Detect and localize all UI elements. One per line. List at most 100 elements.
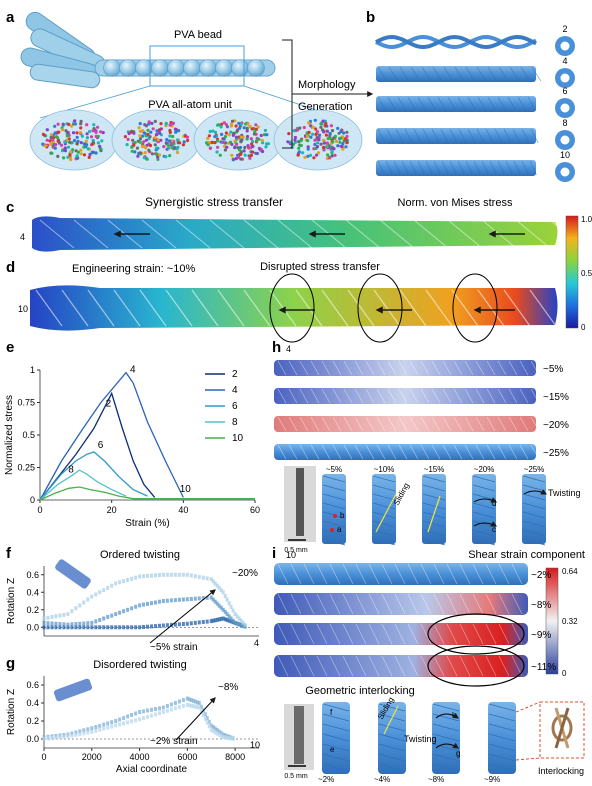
snapshot-strain-label: ~4% <box>374 775 390 784</box>
scatter-point <box>86 731 89 735</box>
y-tick-label: 0.4 <box>26 587 39 597</box>
y-tick-label: 0.0 <box>26 734 39 744</box>
scatter-point <box>170 573 173 577</box>
atom-unit <box>30 110 118 170</box>
scatter-point <box>70 734 73 738</box>
curve-label: 2 <box>106 398 112 409</box>
twisting-label: Twisting <box>548 488 581 498</box>
scatter-point <box>54 622 57 626</box>
scatter-point <box>98 724 101 728</box>
scatter-point <box>78 603 81 607</box>
scatter-point <box>130 625 133 629</box>
fiber-i-snapshots: 0.5 mm ~2% ~4% ~8% ~9%fehgSlidingTwistingInt… <box>284 696 584 784</box>
x-tick-label: 2000 <box>82 752 102 762</box>
point-label: b <box>340 511 345 520</box>
scatter-point <box>43 625 46 629</box>
scatter-point <box>47 737 50 741</box>
scatter-point <box>130 713 133 717</box>
scatter-point <box>134 576 137 580</box>
scatter-point <box>86 625 89 629</box>
x-tick-label: 40 <box>178 505 188 515</box>
fiber-count-label: 8 <box>562 118 567 128</box>
shear-tick-top: 0.64 <box>562 567 578 576</box>
pva-bead <box>104 60 121 77</box>
scatter-point <box>138 603 141 607</box>
scatter-point <box>66 612 69 616</box>
panel-d-title: Disrupted stress transfer <box>260 261 380 273</box>
scatter-point <box>154 624 157 628</box>
scatter-point <box>106 625 109 629</box>
scatter-point <box>102 625 105 629</box>
point-label: a <box>337 525 342 534</box>
micrograph-i <box>284 704 314 770</box>
scatter-point <box>170 598 173 602</box>
snapshot-strain-label: ~20% <box>474 465 495 474</box>
x-tick-label: 8000 <box>225 752 245 762</box>
scatter-point <box>106 586 109 590</box>
legend-label: 8 <box>232 417 238 428</box>
scatter-point <box>122 716 125 720</box>
snapshot-strain-label: ~8% <box>428 775 444 784</box>
disordered-twisting-chart: 0.00.20.40.60 2000 4000 6000 8000Axial coord… <box>6 676 260 775</box>
scatter-point <box>166 704 169 708</box>
scatter-point <box>106 726 109 730</box>
scatter-point <box>142 574 145 578</box>
scatter-point <box>138 717 141 721</box>
twisted-fiber-list: 246810 <box>376 24 575 182</box>
y-tick-label: 0.75 <box>17 398 35 408</box>
y-tick-label: 0.2 <box>26 716 39 726</box>
scatter-point <box>130 719 133 723</box>
panel-letter-d: d <box>6 259 15 276</box>
scatter-point <box>166 573 169 577</box>
upper-strain-note: ~20% <box>232 568 258 579</box>
curve-label: 10 <box>180 484 192 495</box>
scatter-point <box>178 622 181 626</box>
micrograph-h <box>284 466 316 542</box>
scatter-point <box>94 592 97 596</box>
scatter-point <box>182 698 185 702</box>
strain-label: ~9% <box>531 630 551 641</box>
shear-tick-bottom: 0 <box>562 669 567 678</box>
scatter-point <box>230 605 233 609</box>
scatter-point <box>142 716 145 720</box>
scatter-point <box>166 709 169 713</box>
x-axis-label: Axial coordinate <box>116 764 188 775</box>
series-line-4 <box>40 373 183 500</box>
panel-letter-g: g <box>6 655 15 672</box>
y-axis-label: Rotation Z <box>6 689 17 735</box>
scatter-point <box>58 614 61 618</box>
panel-f: f Ordered twisting 0.00.20.40.6Rotation … <box>6 545 259 653</box>
scatter-point <box>182 704 185 708</box>
scatter-point <box>154 707 157 711</box>
y-tick-label: 0.4 <box>26 698 39 708</box>
fiber-h-strips: ~5% ~15% ~20% ~25% <box>274 360 569 460</box>
scatter-point <box>70 622 73 626</box>
scatter-point <box>82 731 85 735</box>
scatter-point <box>102 588 105 592</box>
scatter-point <box>232 737 235 741</box>
scatter-point <box>102 727 105 731</box>
scatter-point <box>58 622 61 626</box>
scatter-point <box>90 726 93 730</box>
scatter-point <box>90 730 93 734</box>
legend-label: 10 <box>232 433 244 444</box>
scatter-point <box>150 708 153 712</box>
scatter-point <box>142 603 145 607</box>
scatter-point <box>78 732 81 736</box>
panel-i: i 10 Shear strain component 0.64 0.32 0 … <box>272 545 585 784</box>
scatter-point <box>122 609 125 613</box>
scatter-point <box>138 625 141 629</box>
panel-d: d Engineering strain: ~10% Disrupted str… <box>6 259 558 342</box>
snapshot-strain-label: ~10% <box>374 465 395 474</box>
shear-tick-mid: 0.32 <box>562 617 578 626</box>
ordered-twisting-chart: 0.00.20.40.6Rotation Z~20%~5% strain 4 <box>6 558 259 653</box>
scatter-point <box>174 598 177 602</box>
strain-label: ~15% <box>543 392 569 403</box>
scatter-point <box>222 590 225 594</box>
atom-unit <box>274 110 362 170</box>
scatter-point <box>47 625 50 629</box>
scatter-point <box>130 577 133 581</box>
scatter-point <box>142 625 145 629</box>
panel-c-title: Synergistic stress transfer <box>145 195 283 209</box>
